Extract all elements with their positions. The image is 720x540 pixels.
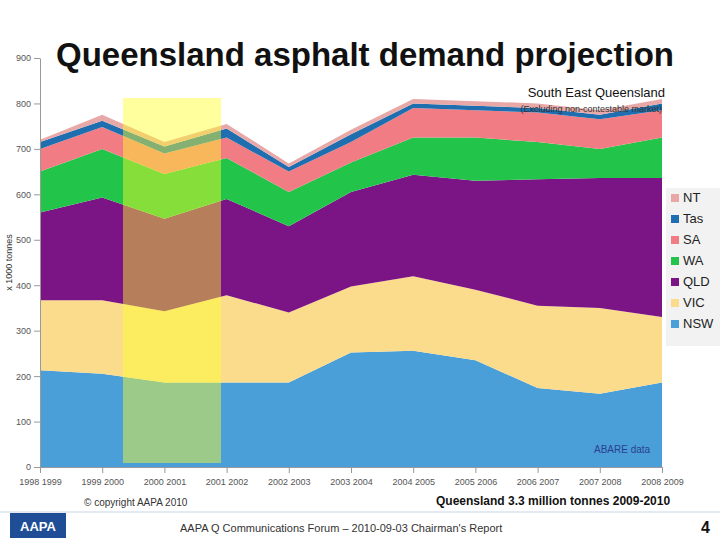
- legend-label: SA: [683, 232, 701, 247]
- x-tick-mark: [413, 467, 414, 473]
- x-tick-label: 2002 2003: [268, 477, 311, 487]
- x-tick: 2002 2003: [268, 467, 311, 487]
- legend-label: VIC: [683, 295, 705, 310]
- y-tick: 600: [16, 190, 40, 200]
- x-tick-mark: [40, 467, 41, 473]
- logo-box: [10, 513, 66, 538]
- y-tick-mark: [34, 376, 40, 377]
- annotation: ABARE data: [594, 444, 651, 455]
- x-tick-mark: [600, 467, 601, 473]
- x-tick-label: 1998 1999: [19, 477, 62, 487]
- x-tick-label: 2000 2001: [144, 477, 187, 487]
- x-tick: 2003 2004: [330, 467, 373, 487]
- legend-box: [666, 188, 720, 346]
- y-tick-label: 500: [16, 235, 31, 245]
- y-tick-mark: [34, 103, 40, 104]
- x-tick: 2006 2007: [517, 467, 560, 487]
- y-tick-mark: [34, 467, 40, 468]
- x-tick-mark: [662, 467, 663, 473]
- x-tick: 1998 1999: [19, 467, 62, 487]
- y-tick-mark: [34, 194, 40, 195]
- legend-label: Tas: [683, 211, 704, 226]
- x-tick-label: 2008 2009: [641, 477, 684, 487]
- x-tick-mark: [289, 467, 290, 473]
- chart: 01002003004005006007008009001998 1999199…: [0, 0, 720, 540]
- x-tick: 2000 2001: [144, 467, 187, 487]
- x-tick: 2004 2005: [392, 467, 435, 487]
- x-tick-mark: [227, 467, 228, 473]
- x-tick-label: 2001 2002: [206, 477, 249, 487]
- legend: NT Tas SA WA QLD VIC NSW: [666, 188, 720, 346]
- x-tick-label: 1999 2000: [81, 477, 124, 487]
- footer-headline: Queensland 3.3 million tonnes 2009-2010: [436, 494, 670, 508]
- legend-swatch: [671, 278, 679, 286]
- x-tick-label: 2005 2006: [455, 477, 498, 487]
- y-tick: 300: [16, 326, 40, 336]
- x-tick-label: 2006 2007: [517, 477, 560, 487]
- y-tick-label: 0: [26, 462, 31, 472]
- x-tick-mark: [102, 467, 103, 473]
- legend-label: NSW: [683, 316, 714, 331]
- x-tick-mark: [351, 467, 352, 473]
- x-tick-label: 2007 2008: [579, 477, 622, 487]
- logo: AAPA: [20, 519, 56, 534]
- x-axis: 1998 1999 1999 2000 2000 2001 2001 2002 2002…: [19, 467, 684, 487]
- legend-label: NT: [683, 190, 700, 205]
- y-axis: 0 100 200 300 400 500 600 700 800 900: [16, 53, 41, 472]
- x-tick-label: 2004 2005: [392, 477, 435, 487]
- x-tick: 2008 2009: [641, 467, 684, 487]
- y-axis-title: x 1000 tonnes: [4, 234, 14, 291]
- legend-swatch: [671, 320, 679, 328]
- x-tick: 1999 2000: [81, 467, 124, 487]
- x-tick-mark: [538, 467, 539, 473]
- x-tick: 2001 2002: [206, 467, 249, 487]
- x-tick-mark: [164, 467, 165, 473]
- y-axis-line: [40, 59, 41, 468]
- y-tick-label: 800: [16, 99, 31, 109]
- y-tick: 500: [16, 235, 40, 245]
- y-tick-mark: [34, 58, 40, 59]
- page-number: 4: [701, 519, 710, 536]
- annotation: (Excluding non-contestable market): [520, 104, 662, 114]
- legend-swatch: [671, 194, 679, 202]
- y-tick-label: 100: [16, 417, 31, 427]
- y-tick-label: 200: [16, 371, 31, 381]
- y-tick-mark: [34, 331, 40, 332]
- x-tick: 2005 2006: [455, 467, 498, 487]
- footer-event: AAPA Q Communications Forum – 2010-09-03…: [180, 522, 502, 534]
- y-tick: 700: [16, 144, 40, 154]
- y-tick: 800: [16, 99, 40, 109]
- y-tick: 900: [16, 53, 40, 63]
- y-tick-mark: [34, 240, 40, 241]
- annotation: South East Queensland: [528, 85, 665, 100]
- copyright: © copyright AAPA 2010: [84, 497, 188, 508]
- legend-swatch: [671, 215, 679, 223]
- y-tick-label: 900: [16, 53, 31, 63]
- y-tick-label: 400: [16, 281, 31, 291]
- y-tick: 400: [16, 281, 40, 291]
- x-tick-label: 2003 2004: [330, 477, 373, 487]
- y-tick-label: 700: [16, 144, 31, 154]
- plot-area: [40, 99, 662, 467]
- highlight-band: [123, 98, 221, 463]
- y-tick-mark: [34, 285, 40, 286]
- y-tick-label: 600: [16, 190, 31, 200]
- y-tick: 100: [16, 417, 40, 427]
- y-tick-label: 300: [16, 326, 31, 336]
- legend-swatch: [671, 257, 679, 265]
- y-tick: 0: [26, 462, 40, 472]
- y-tick: 200: [16, 371, 40, 381]
- legend-label: QLD: [683, 274, 710, 289]
- legend-swatch: [671, 299, 679, 307]
- legend-swatch: [671, 236, 679, 244]
- x-tick-mark: [475, 467, 476, 473]
- y-tick-mark: [34, 149, 40, 150]
- y-tick-mark: [34, 422, 40, 423]
- footer-rule: [0, 512, 720, 513]
- x-tick: 2007 2008: [579, 467, 622, 487]
- legend-label: WA: [683, 253, 704, 268]
- title: Queensland asphalt demand projection: [56, 36, 674, 73]
